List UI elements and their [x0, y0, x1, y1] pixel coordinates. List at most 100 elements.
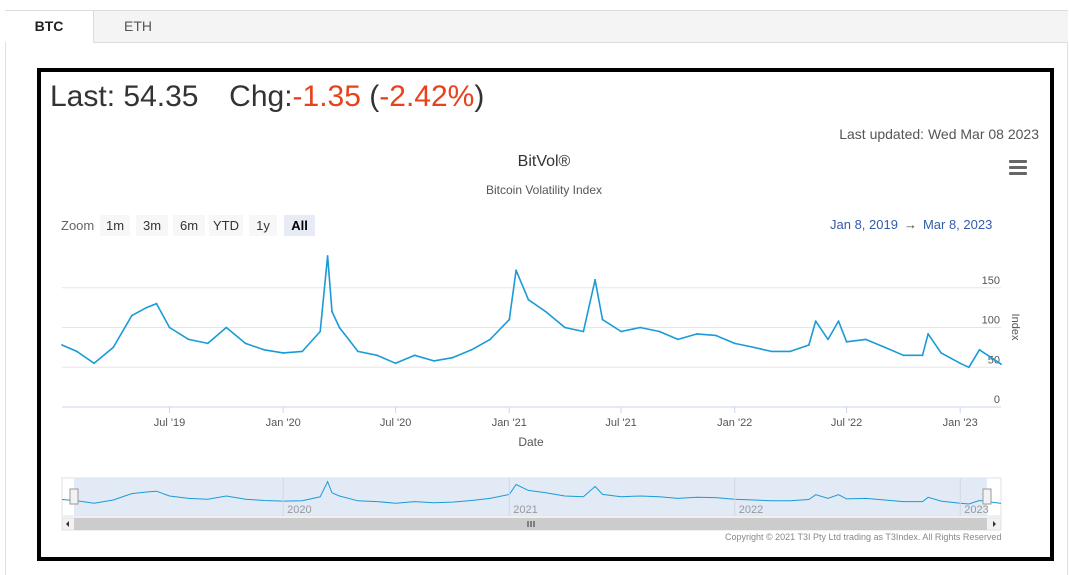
data-point	[489, 338, 491, 341]
chart-subtitle: Bitcoin Volatility Index	[485, 183, 603, 197]
change-paren-close: )	[474, 80, 485, 113]
data-point	[145, 306, 148, 309]
data-point	[959, 362, 962, 365]
data-point	[451, 356, 454, 359]
last-label: Last:	[50, 80, 116, 113]
range-from[interactable]: Jan 8, 2019	[830, 217, 898, 232]
data-point	[433, 360, 435, 362]
data-point	[1000, 363, 1002, 365]
data-point	[639, 326, 642, 329]
data-point	[601, 318, 604, 321]
data-point	[837, 320, 840, 322]
last-value: 54.35	[123, 80, 199, 113]
data-point	[61, 344, 63, 346]
data-point	[206, 342, 209, 345]
data-point	[714, 334, 717, 337]
data-point	[620, 330, 622, 333]
data-point	[225, 326, 228, 329]
data-point	[753, 346, 755, 349]
chart-title: BitVol®	[517, 153, 571, 170]
zoom-1y-button[interactable]: 1y	[249, 215, 277, 236]
data-point	[187, 338, 190, 341]
data-point	[413, 354, 416, 357]
series-line	[61, 255, 1002, 369]
y-tick-label: 100	[982, 315, 1000, 327]
data-point	[696, 333, 698, 335]
x-tick-label: Jul '20	[380, 417, 411, 429]
last-updated: Last updated: Wed Mar 08 2023	[839, 126, 1039, 142]
change-label: Chg:	[229, 80, 293, 113]
data-point	[244, 342, 247, 345]
data-point	[940, 352, 942, 354]
date-range: Jan 8, 2019 → Mar 8, 2023	[830, 217, 992, 232]
data-point	[927, 333, 929, 335]
zoom-all-button[interactable]: All	[284, 215, 315, 236]
hamburger-menu-icon[interactable]	[1009, 160, 1027, 176]
navigator-year-label: 2022	[739, 504, 763, 516]
data-point	[978, 348, 981, 351]
zoom-label: Zoom	[61, 218, 95, 233]
tab-bar: BTC ETH	[5, 10, 1068, 43]
data-point	[658, 330, 661, 333]
y-tick-label: 0	[994, 394, 1000, 406]
scroll-left-arrow-icon[interactable]	[66, 521, 69, 527]
navigator-handle-left[interactable]	[69, 488, 79, 505]
data-point	[921, 354, 924, 357]
x-axis-title: Date	[518, 435, 544, 449]
data-point	[282, 352, 285, 354]
data-point	[814, 320, 817, 322]
data-point	[968, 366, 970, 369]
data-point	[733, 342, 736, 345]
data-point	[515, 269, 517, 272]
data-point	[168, 326, 171, 329]
change-percent: -2.42%	[379, 80, 475, 113]
navigator-handle-right[interactable]	[982, 488, 992, 505]
zoom-3m-button[interactable]: 3m	[136, 215, 168, 236]
x-tick-label: Jan '23	[943, 417, 978, 429]
copyright-text: Copyright © 2021 T3I Pty Ltd trading as …	[725, 532, 1002, 542]
quote-line: Last: 54.35 Chg:-1.35 (-2.42%)	[50, 80, 484, 114]
data-point	[902, 354, 905, 357]
zoom-ytd-button[interactable]: YTD	[209, 215, 243, 236]
tab-btc[interactable]: BTC	[5, 11, 94, 43]
data-point	[301, 350, 304, 353]
zoom-6m-button[interactable]: 6m	[173, 215, 205, 236]
panel-border-right	[1067, 42, 1068, 575]
range-to[interactable]: Mar 8, 2023	[922, 217, 993, 232]
data-point	[582, 330, 585, 333]
x-tick-label: Jul '22	[831, 417, 862, 429]
data-point	[112, 346, 115, 349]
data-point	[338, 326, 341, 329]
data-point	[326, 255, 329, 257]
data-point	[508, 318, 511, 321]
data-point	[357, 350, 359, 353]
x-tick-label: Jan '20	[266, 417, 301, 429]
x-tick-label: Jul '19	[154, 417, 185, 429]
data-point	[808, 344, 810, 346]
data-point	[594, 278, 596, 281]
scroll-right-arrow-icon[interactable]	[993, 521, 996, 527]
zoom-1m-button[interactable]: 1m	[100, 215, 130, 236]
data-point	[544, 310, 547, 313]
x-tick-label: Jul '21	[605, 417, 636, 429]
tab-eth[interactable]: ETH	[124, 18, 152, 34]
data-point	[470, 348, 473, 351]
navigator-year-label: 2023	[964, 504, 988, 516]
y-tick-label: 150	[982, 275, 1000, 287]
data-point	[564, 326, 566, 329]
data-point	[864, 338, 867, 341]
data-point	[331, 310, 333, 313]
navigator-year-label: 2020	[287, 504, 311, 516]
data-point	[155, 302, 158, 305]
data-point	[789, 350, 792, 353]
navigator-series-line	[61, 480, 1002, 505]
data-point	[677, 338, 679, 341]
data-point	[130, 314, 133, 317]
x-tick-label: Jan '21	[492, 417, 527, 429]
navigator-year-label: 2021	[513, 504, 537, 516]
data-point	[527, 298, 530, 301]
data-point	[93, 362, 95, 365]
data-point	[263, 348, 265, 351]
data-point	[394, 362, 397, 365]
